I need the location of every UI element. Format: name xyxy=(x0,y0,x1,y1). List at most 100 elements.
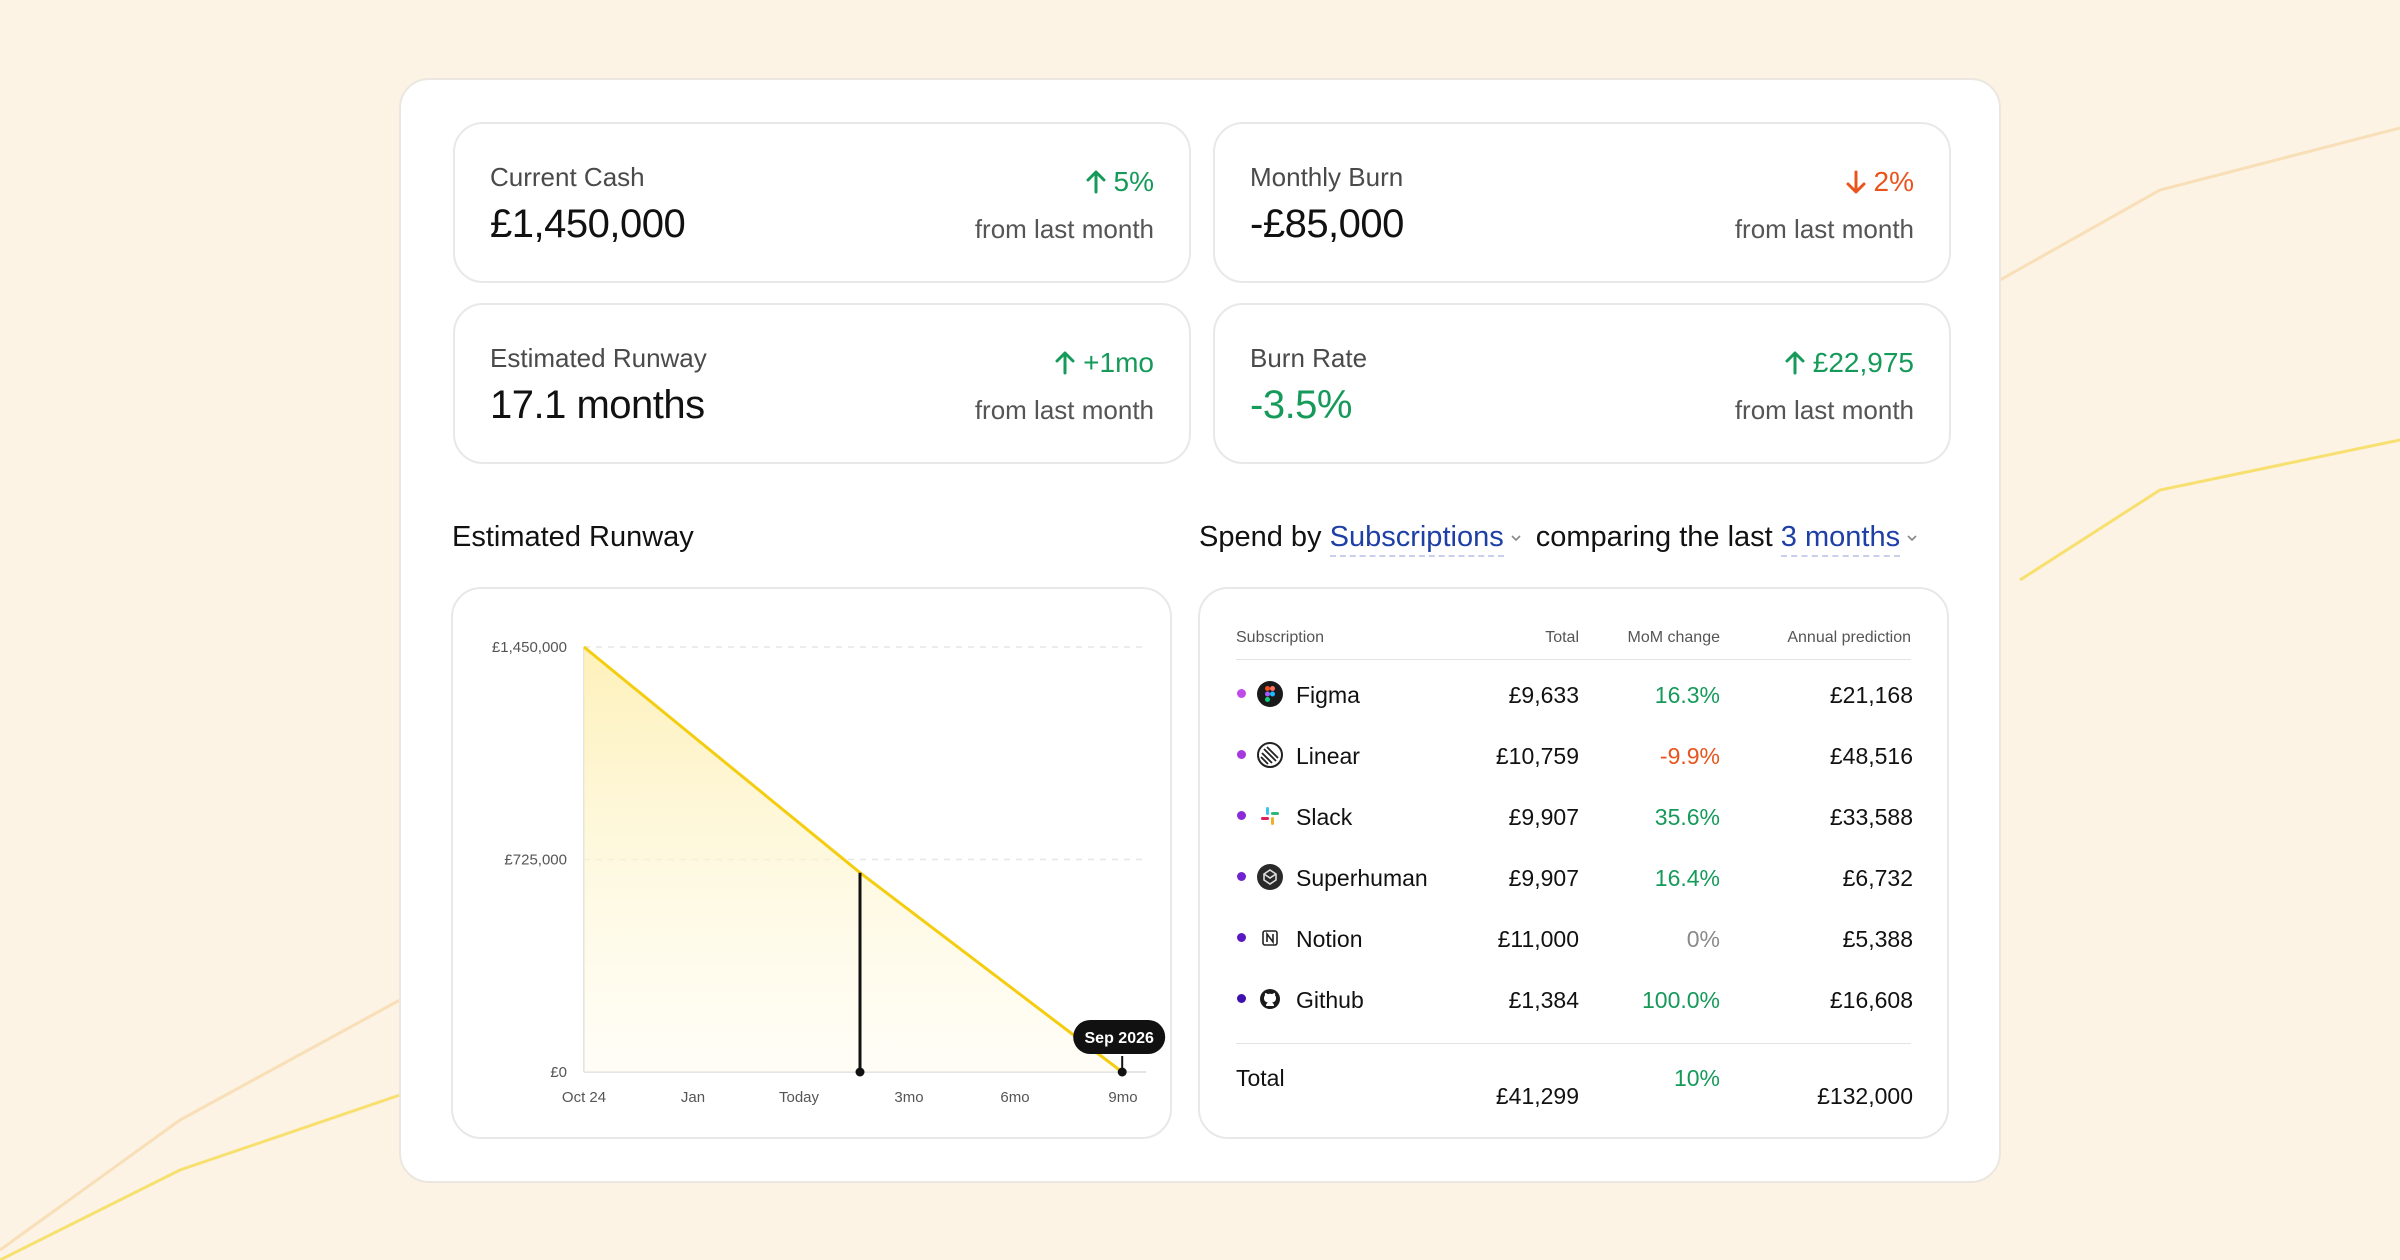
arrow-up-icon xyxy=(1086,170,1106,194)
annotation-label: Sep 2026 xyxy=(1085,1030,1154,1047)
total-label: Total xyxy=(1236,1065,1285,1091)
stat-change: +1mo xyxy=(1053,347,1154,379)
subscription-annual: £5,388 xyxy=(1842,926,1913,952)
stat-card-estimated-runway: Estimated Runway 17.1 months +1mo from l… xyxy=(453,303,1191,464)
figma-icon xyxy=(1257,681,1283,707)
table-row-figma[interactable]: Figma £9,633 16.3% £21,168 xyxy=(1200,674,1947,714)
arrow-down-icon xyxy=(1846,170,1866,194)
subscription-name: Notion xyxy=(1296,926,1363,952)
stat-sub: from last month xyxy=(974,395,1154,425)
subscription-annual: £16,608 xyxy=(1829,987,1913,1013)
table-row-notion[interactable]: Notion £11,000 0% £5,388 xyxy=(1200,918,1947,958)
github-icon xyxy=(1260,989,1280,1009)
subscription-total: £9,907 xyxy=(1508,865,1579,891)
spend-middle: comparing the last xyxy=(1535,521,1773,553)
stat-change-value: 2% xyxy=(1873,166,1914,197)
stat-change-value: 5% xyxy=(1113,166,1154,197)
stat-sub: from last month xyxy=(1734,395,1914,425)
today-marker-dot xyxy=(855,1067,865,1077)
header-annual-prediction[interactable]: Annual prediction xyxy=(1787,629,1911,646)
subscription-annual: £33,588 xyxy=(1829,804,1913,830)
table-row-linear[interactable]: Linear £10,759 -9.9% £48,516 xyxy=(1200,735,1947,775)
x-tick-label: 6mo xyxy=(1000,1089,1029,1106)
x-tick-label: Jan xyxy=(681,1089,705,1106)
stat-card-monthly-burn: Monthly Burn -£85,000 2% from last month xyxy=(1213,122,1951,283)
stat-value: -3.5% xyxy=(1250,383,1353,427)
spend-prefix: Spend by xyxy=(1199,521,1322,553)
total-divider xyxy=(1236,1043,1911,1044)
subscription-total: £9,633 xyxy=(1508,682,1579,708)
subscriptions-table: Subscription Total MoM change Annual pre… xyxy=(1198,587,1949,1139)
stat-change-value: +1mo xyxy=(1083,347,1154,378)
y-tick-label: £1,450,000 xyxy=(492,639,567,656)
subscription-mom: 35.6% xyxy=(1654,804,1720,830)
series-dot xyxy=(1237,933,1246,942)
subscription-mom: 0% xyxy=(1686,926,1720,952)
stat-label: Current Cash xyxy=(490,162,645,192)
subscription-name: Superhuman xyxy=(1296,865,1428,891)
header-subscription[interactable]: Subscription xyxy=(1236,629,1325,646)
stat-label: Burn Rate xyxy=(1250,343,1368,373)
subscription-mom: 100.0% xyxy=(1641,987,1720,1013)
y-tick-label: £0 xyxy=(550,1064,567,1081)
subscription-name: Github xyxy=(1296,987,1364,1013)
header-divider xyxy=(1236,659,1911,660)
header-total[interactable]: Total xyxy=(1545,629,1579,646)
stat-sub: from last month xyxy=(974,214,1154,244)
series-dot xyxy=(1237,689,1246,698)
x-tick-label: Today xyxy=(779,1089,820,1106)
stat-change: 5% xyxy=(1084,166,1154,198)
subscription-name: Slack xyxy=(1296,804,1353,830)
stat-value: £1,450,000 xyxy=(490,202,686,246)
series-dot xyxy=(1237,994,1246,1003)
subscription-name: Linear xyxy=(1296,743,1360,769)
total-mom: 10% xyxy=(1673,1065,1720,1091)
subscription-annual: £6,732 xyxy=(1842,865,1913,891)
table-row-superhuman[interactable]: Superhuman £9,907 16.4% £6,732 xyxy=(1200,857,1947,897)
runway-area-fill xyxy=(584,647,1123,1072)
subscription-total: £1,384 xyxy=(1508,987,1579,1013)
arrow-up-icon xyxy=(1785,351,1805,375)
stat-label: Estimated Runway xyxy=(490,343,707,373)
annotation-badge xyxy=(1073,1020,1166,1054)
subscription-total: £11,000 xyxy=(1497,926,1579,952)
period-dropdown[interactable]: 3 months xyxy=(1780,521,1901,557)
stat-label: Monthly Burn xyxy=(1250,162,1404,192)
group-by-dropdown[interactable]: Subscriptions xyxy=(1329,521,1504,557)
chevron-down-icon[interactable] xyxy=(1508,530,1524,546)
arrow-up-icon xyxy=(1055,351,1075,375)
subscription-annual: £48,516 xyxy=(1829,743,1913,769)
x-tick-label: Oct 24 xyxy=(562,1089,606,1106)
x-tick-label: 9mo xyxy=(1108,1089,1137,1106)
subscription-name: Figma xyxy=(1296,682,1360,708)
stat-value: -£85,000 xyxy=(1250,202,1404,246)
subscription-total: £9,907 xyxy=(1508,804,1579,830)
stat-change: 2% xyxy=(1844,166,1914,198)
spend-section-title: Spend by Subscriptions comparing the las… xyxy=(1199,521,1924,557)
series-dot xyxy=(1237,750,1246,759)
y-tick-label: £725,000 xyxy=(504,852,567,869)
table-row-slack[interactable]: Slack £9,907 35.6% £33,588 xyxy=(1200,796,1947,836)
series-dot xyxy=(1237,872,1246,881)
subscription-annual: £21,168 xyxy=(1829,682,1913,708)
runway-section-title: Estimated Runway xyxy=(452,521,694,553)
stat-card-current-cash: Current Cash £1,450,000 5% from last mon… xyxy=(453,122,1191,283)
stat-sub: from last month xyxy=(1734,214,1914,244)
stat-card-burn-rate: Burn Rate -3.5% £22,975 from last month xyxy=(1213,303,1951,464)
subscription-mom: 16.3% xyxy=(1654,682,1720,708)
table-row-github[interactable]: Github £1,384 100.0% £16,608 xyxy=(1200,979,1947,1019)
slack-icon xyxy=(1261,807,1279,825)
annotation-dot xyxy=(1117,1067,1127,1077)
subscription-mom: 16.4% xyxy=(1654,865,1720,891)
stat-change-value: £22,975 xyxy=(1812,347,1914,378)
linear-icon xyxy=(1257,742,1283,768)
subscription-total: £10,759 xyxy=(1495,743,1579,769)
header-mom-change[interactable]: MoM change xyxy=(1627,629,1721,646)
subscription-mom: -9.9% xyxy=(1659,743,1720,769)
runway-chart: £1,450,000 £725,000 £0 Oct 24 Jan Today 3mo 6m… xyxy=(492,639,1166,1106)
series-dot xyxy=(1237,811,1246,820)
superhuman-icon xyxy=(1257,864,1283,890)
chevron-down-icon[interactable] xyxy=(1904,530,1920,546)
stat-value: 17.1 months xyxy=(490,383,705,427)
